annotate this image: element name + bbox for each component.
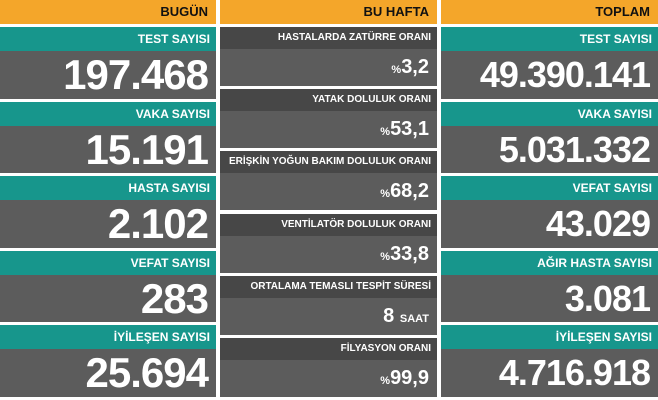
stat-label: İYİLEŞEN SAYISI <box>0 325 216 350</box>
unit: SAAT <box>399 312 429 325</box>
stat-value: 5.031.332 <box>441 125 658 174</box>
stat-value: 197.468 <box>0 51 216 99</box>
stat-label: ORTALAMA TEMASLI TESPİT SÜRESİ <box>220 275 437 298</box>
stat-value: 43.029 <box>441 200 658 248</box>
stat-value: %99,9 <box>220 359 437 397</box>
stat-label: HASTA SAYISI <box>0 176 216 201</box>
unit: % <box>380 374 391 387</box>
number: 283 <box>140 274 209 322</box>
stat-label: HASTALARDA ZATÜRRE ORANI <box>220 27 437 49</box>
stat-value: %68,2 <box>220 173 437 211</box>
number: 8 <box>383 304 395 327</box>
stat-value: 8 SAAT <box>220 297 437 335</box>
stat-label: VEFAT SAYISI <box>0 250 216 275</box>
stat-value: 15.191 <box>0 125 216 174</box>
number: 49.390.141 <box>479 54 651 95</box>
number: 4.716.918 <box>498 352 651 394</box>
number: 99,9 <box>390 366 429 389</box>
stat-value: 283 <box>0 274 216 323</box>
number: 197.468 <box>63 51 209 98</box>
column-header: BU HAFTA <box>220 0 437 24</box>
stat-label: VAKA SAYISI <box>441 101 658 126</box>
stat-value: 3.081 <box>441 274 658 323</box>
number: 2.102 <box>107 200 209 248</box>
number: 25.694 <box>85 349 209 397</box>
stat-label: AĞIR HASTA SAYISI <box>441 250 658 275</box>
number: 3.081 <box>564 277 651 319</box>
stat-label: VAKA SAYISI <box>0 101 216 126</box>
column-header: TOPLAM <box>441 0 658 24</box>
number: 15.191 <box>85 125 209 173</box>
number: 3,2 <box>401 56 429 78</box>
stat-label: YATAK DOLULUK ORANI <box>220 89 437 112</box>
stat-label: TEST SAYISI <box>441 27 658 51</box>
stat-label: TEST SAYISI <box>0 27 216 51</box>
stat-value: %53,1 <box>220 111 437 149</box>
stat-value: 4.716.918 <box>441 349 658 397</box>
unit: % <box>391 64 402 76</box>
stat-label: ERİŞKİN YOĞUN BAKIM DOLULUK ORANI <box>220 151 437 174</box>
unit: % <box>380 250 391 263</box>
number: 68,2 <box>390 180 429 203</box>
unit: % <box>380 188 391 201</box>
stat-value: 25.694 <box>0 349 216 397</box>
number: 33,8 <box>390 242 429 265</box>
stat-label: FİLYASYON ORANI <box>220 337 437 360</box>
column-header: BUGÜN <box>0 0 216 24</box>
stat-label: VEFAT SAYISI <box>441 176 658 201</box>
stat-value: %3,2 <box>220 49 437 87</box>
stat-value: 2.102 <box>0 200 216 248</box>
unit: % <box>380 126 391 139</box>
number: 43.029 <box>545 203 651 245</box>
stat-label: VENTİLATÖR DOLULUK ORANI <box>220 213 437 236</box>
number: 5.031.332 <box>498 128 651 170</box>
stat-value: %33,8 <box>220 235 437 273</box>
stat-label: İYİLEŞEN SAYISI <box>441 325 658 350</box>
stat-value: 49.390.141 <box>441 51 658 99</box>
number: 53,1 <box>390 118 429 141</box>
